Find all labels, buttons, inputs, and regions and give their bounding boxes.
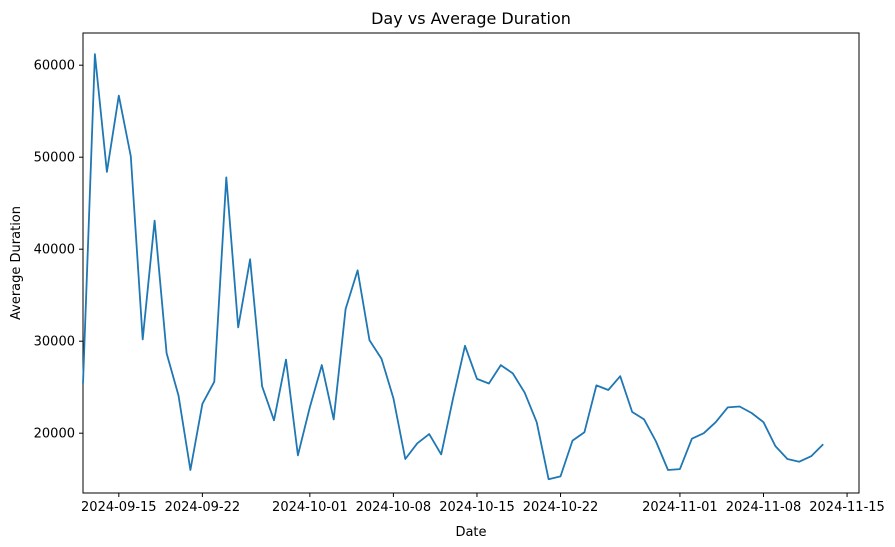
y-axis-label: Average Duration [9,206,24,320]
y-tick-label: 50000 [34,151,75,166]
y-tick-label: 60000 [34,59,75,74]
x-tick-label: 2024-11-15 [809,500,885,515]
x-tick-label: 2024-11-01 [642,500,718,515]
y-tick-label: 20000 [34,427,75,442]
y-axis: 20000 30000 40000 50000 60000 [34,59,83,442]
x-tick-label: 2024-10-01 [272,500,348,515]
x-tick-label: 2024-10-22 [523,500,599,515]
y-tick-label: 40000 [34,243,75,258]
plot-frame [82,32,860,494]
series-line [82,53,824,481]
x-tick-label: 2024-10-15 [439,500,515,515]
plot-area [82,53,824,481]
x-tick-label: 2024-09-22 [165,500,241,515]
x-axis: 2024-09-15 2024-09-22 2024-10-01 2024-10-08… [81,493,885,515]
chart-title: Day vs Average Duration [371,9,571,28]
y-tick-label: 30000 [34,335,75,350]
x-tick-label: 2024-10-08 [356,500,432,515]
x-tick-label: 2024-09-15 [81,500,157,515]
x-axis-label: Date [455,525,486,540]
x-tick-label: 2024-11-08 [726,500,802,515]
